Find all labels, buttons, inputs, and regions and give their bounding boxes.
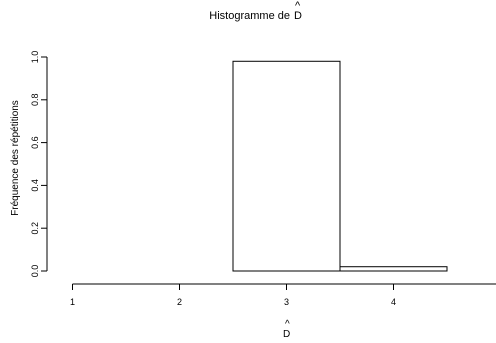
y-tick-label-0.8: 0.8 (30, 94, 40, 107)
y-tick-label-0.4: 0.4 (30, 179, 40, 192)
y-axis-label: Fréquence des répétitions (10, 100, 21, 216)
x-axis-label: D (283, 329, 290, 340)
histogram-bar-4 (339, 266, 448, 272)
y-axis: 0.0 0.2 0.4 0.6 0.8 1.0 (30, 51, 48, 278)
x-tick-label-2: 2 (177, 297, 182, 307)
title-hat: ^ (295, 0, 301, 12)
chart-title: Histogramme de D ^ (209, 0, 302, 22)
y-tick-label-0.6: 0.6 (30, 136, 40, 149)
x-axis-title: D ^ (283, 319, 290, 340)
title-symbol: D (294, 10, 302, 22)
x-tick-label-4: 4 (391, 297, 396, 307)
x-axis: 1 2 3 4 (70, 283, 496, 307)
y-tick-label-1.0: 1.0 (30, 51, 40, 64)
x-tick-label-1: 1 (70, 297, 75, 307)
y-tick-label-0.0: 0.0 (30, 265, 40, 278)
y-tick-label-0.2: 0.2 (30, 222, 40, 235)
histogram-bars (232, 60, 448, 272)
histogram-bar-3 (232, 60, 341, 272)
x-tick-label-3: 3 (284, 297, 289, 307)
x-axis-hat: ^ (285, 319, 290, 330)
title-prefix: Histogramme de (209, 10, 290, 22)
